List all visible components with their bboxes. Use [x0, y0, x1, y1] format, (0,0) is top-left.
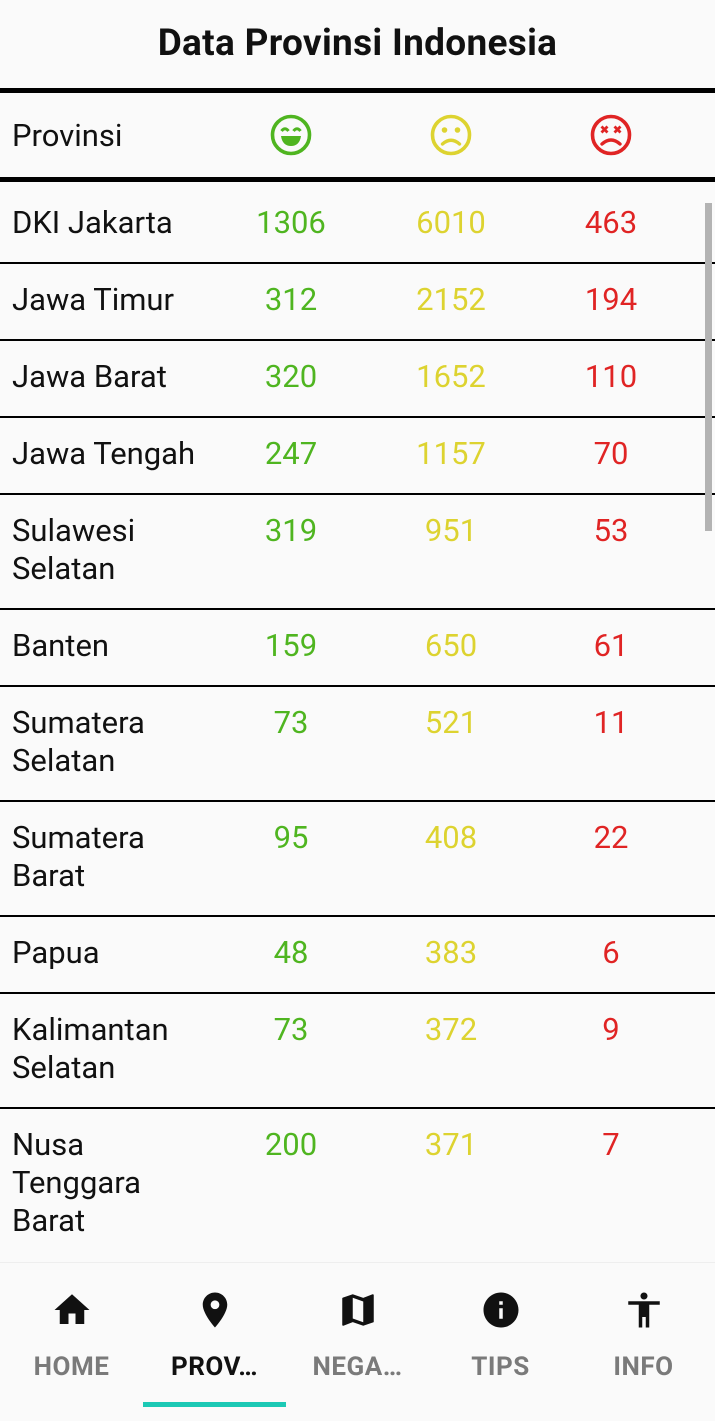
- positive-count: 1652: [416, 358, 486, 395]
- positive-column-header: [371, 113, 531, 157]
- table-row[interactable]: Papua 48 383 6: [0, 917, 715, 994]
- bottom-navigation: HOME PROV… NEGA… TIPS I: [0, 1262, 715, 1421]
- province-name: Nusa Tenggara Barat: [12, 1126, 141, 1239]
- province-column-header: Provinsi: [12, 116, 123, 154]
- nav-label: PROV…: [170, 1352, 259, 1382]
- table-row[interactable]: Nusa Tenggara Barat 200 371 7: [0, 1109, 715, 1262]
- recovered-count: 159: [264, 627, 318, 664]
- positive-count: 650: [424, 627, 478, 664]
- positive-count: 408: [424, 819, 478, 856]
- province-list[interactable]: DKI Jakarta 1306 6010 463 Jawa Timur 312…: [0, 187, 715, 1262]
- deaths-count: 53: [593, 512, 629, 549]
- positive-count: 1157: [416, 435, 486, 472]
- active-tab-indicator: [143, 1402, 286, 1407]
- nav-label: TIPS: [471, 1352, 530, 1382]
- deaths-count: 6: [602, 934, 620, 971]
- province-name: Papua: [12, 934, 100, 971]
- province-name: Kalimantan Selatan: [12, 1011, 169, 1086]
- province-name: Jawa Barat: [12, 358, 167, 395]
- recovered-count: 312: [264, 281, 318, 318]
- recovered-count: 319: [264, 512, 318, 549]
- nav-item-negara[interactable]: NEGA…: [286, 1263, 429, 1421]
- province-name: DKI Jakarta: [12, 204, 173, 241]
- nav-item-tips[interactable]: TIPS: [429, 1263, 572, 1421]
- app-bar: Data Provinsi Indonesia: [0, 0, 715, 93]
- province-name: Sumatera Barat: [12, 819, 145, 894]
- province-name: Sulawesi Selatan: [12, 512, 136, 587]
- deaths-count: 463: [584, 204, 638, 241]
- nav-label: INFO: [613, 1352, 674, 1382]
- page-title: Data Provinsi Indonesia: [157, 21, 558, 65]
- table-row[interactable]: DKI Jakarta 1306 6010 463: [0, 187, 715, 264]
- province-name: Banten: [12, 627, 109, 664]
- home-icon: [54, 1294, 89, 1324]
- location-pin-icon: [202, 1292, 227, 1328]
- deaths-count: 7: [602, 1126, 620, 1163]
- recovered-column-header: [211, 113, 371, 157]
- recovered-count: 73: [273, 1011, 309, 1048]
- recovered-count: 247: [264, 435, 318, 472]
- deaths-count: 11: [593, 704, 629, 741]
- person-icon: [627, 1292, 660, 1328]
- sad-face-icon: [430, 114, 472, 156]
- nav-item-provinsi[interactable]: PROV…: [143, 1263, 286, 1421]
- recovered-count: 95: [273, 819, 309, 856]
- dead-face-icon: [590, 114, 632, 156]
- table-row[interactable]: Banten 159 650 61: [0, 610, 715, 687]
- positive-count: 371: [424, 1126, 478, 1163]
- table-row[interactable]: Kalimantan Selatan 73 372 9: [0, 994, 715, 1109]
- positive-count: 2152: [416, 281, 486, 318]
- positive-count: 6010: [416, 204, 486, 241]
- scrollbar[interactable]: [705, 203, 712, 531]
- nav-item-home[interactable]: HOME: [0, 1263, 143, 1421]
- province-name: Jawa Tengah: [12, 435, 196, 472]
- province-name: Jawa Timur: [12, 281, 175, 318]
- map-icon: [341, 1294, 374, 1326]
- table-row[interactable]: Sumatera Selatan 73 521 11: [0, 687, 715, 802]
- info-circle-icon: [483, 1292, 518, 1328]
- positive-count: 951: [424, 512, 478, 549]
- nav-label: HOME: [33, 1352, 110, 1382]
- table-row[interactable]: Jawa Timur 312 2152 194: [0, 264, 715, 341]
- deaths-count: 61: [593, 627, 629, 664]
- recovered-count: 320: [264, 358, 318, 395]
- recovered-count: 73: [273, 704, 309, 741]
- province-name: Sumatera Selatan: [12, 704, 145, 779]
- nav-item-info[interactable]: INFO: [572, 1263, 715, 1421]
- positive-count: 372: [424, 1011, 478, 1048]
- deaths-count: 22: [593, 819, 629, 856]
- table-header: Provinsi: [0, 93, 715, 182]
- recovered-count: 1306: [256, 204, 326, 241]
- table-row[interactable]: Sumatera Barat 95 408 22: [0, 802, 715, 917]
- deaths-count: 9: [602, 1011, 620, 1048]
- table-row[interactable]: Jawa Tengah 247 1157 70: [0, 418, 715, 495]
- table-row[interactable]: Sulawesi Selatan 319 951 53: [0, 495, 715, 610]
- positive-count: 521: [424, 704, 478, 741]
- recovered-count: 200: [264, 1126, 318, 1163]
- deaths-column-header: [531, 113, 691, 157]
- happy-face-icon: [270, 114, 312, 156]
- deaths-count: 194: [584, 281, 638, 318]
- positive-count: 383: [424, 934, 478, 971]
- table-row[interactable]: Jawa Barat 320 1652 110: [0, 341, 715, 418]
- deaths-count: 110: [584, 358, 638, 395]
- deaths-count: 70: [593, 435, 629, 472]
- nav-label: NEGA…: [312, 1352, 403, 1382]
- recovered-count: 48: [273, 934, 309, 971]
